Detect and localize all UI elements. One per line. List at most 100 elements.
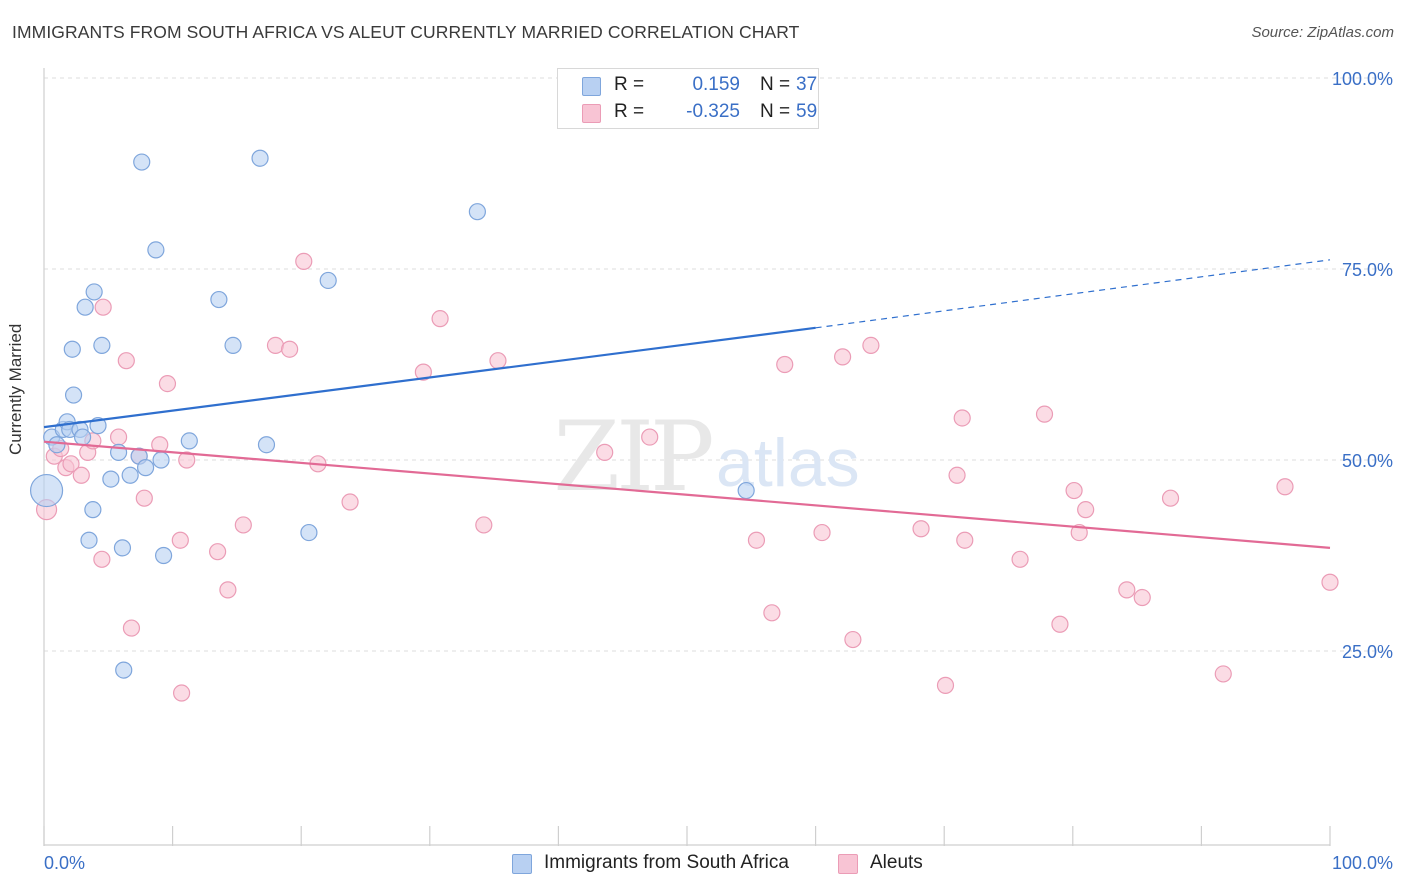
aleuts-point [62,455,80,473]
aleuts-point [596,443,614,461]
aleuts-point [1214,665,1232,683]
legend-n-value: 37 [796,74,818,95]
gridlines [44,77,1394,652]
aleuts-point [209,543,227,561]
aleuts-point [109,428,128,446]
aleuts-point [72,466,90,484]
south-africa-trend-extension [815,259,1331,329]
aleuts-point [117,352,135,370]
legend-swatch-blue [512,854,532,874]
aleuts-point [122,619,141,637]
aleuts-point [844,630,862,649]
aleuts-point [431,310,449,328]
y-tick-label: 75.0% [1342,260,1393,280]
y-tick-label: 50.0% [1342,451,1393,471]
south-africa-point [133,153,151,171]
aleuts-point [1065,481,1083,500]
x-tick-label-max: 100.0% [1332,853,1393,873]
trend-lines [43,259,1331,549]
aleuts-point [834,348,852,366]
aleuts-point [813,523,831,542]
aleuts-point [93,550,111,568]
x-tick-label-min: 0.0% [44,853,85,873]
south-africa-point [76,298,94,316]
south-africa-point [93,336,111,354]
aleuts-point [1161,489,1180,507]
south-africa-point [737,481,755,500]
south-africa-point [147,241,165,259]
axes [43,68,1331,846]
south-africa-point [468,203,486,221]
aleuts-point [135,489,153,507]
aleuts-point [953,409,971,427]
y-tick-label: 100.0% [1332,69,1393,89]
legend-swatch-pink [582,104,601,123]
legend-label-south-africa: Immigrants from South Africa [544,852,789,873]
legend-r-value: -0.325 [686,101,740,122]
aleuts-point [475,516,493,534]
aleuts-point [912,520,930,538]
aleuts-point [219,581,237,599]
watermark-zip: ZIP [553,401,712,513]
aleuts-point [341,493,359,511]
y-axis-label: Currently Married [6,323,25,455]
aleuts-point [1011,550,1029,568]
tick-labels: 25.0% 50.0% 75.0% 100.0% 0.0% 100.0% [44,69,1393,873]
south-africa-point [113,539,132,557]
aleuts-point [281,340,299,358]
aleuts-trend-line [43,440,1331,549]
south-africa-point [152,451,170,469]
y-tick-label: 25.0% [1342,642,1393,662]
correlation-legend: R = 0.159 N = 37 R = -0.325 N = 59 [557,68,819,129]
legend-swatch-pink [838,854,858,874]
south-africa-point [64,386,83,404]
aleuts-point [956,531,974,549]
south-africa-point [180,432,198,450]
aleuts-point [489,352,507,370]
south-africa-point [73,428,92,446]
aleuts-point [414,363,432,381]
aleuts-point [1077,501,1095,519]
aleuts-point [94,298,112,316]
south-africa-point [154,546,173,565]
legend-r-label: R = [614,101,645,122]
legend-n-value: 59 [796,101,818,122]
aleuts-point [158,375,177,393]
aleuts-point [1276,478,1294,496]
south-africa-point [102,470,120,488]
aleuts-point [1133,588,1151,607]
aleuts-point [747,531,766,549]
aleuts-point [173,684,191,702]
south-africa-point [319,271,337,290]
south-africa-point [224,336,242,354]
aleuts-point [1118,581,1136,599]
aleuts-point [1051,615,1069,633]
south-africa-point [63,340,81,358]
aleuts-point [234,516,252,534]
aleuts-point [295,252,313,270]
aleuts-point [1035,405,1054,423]
aleuts-point [763,604,781,622]
south-africa-point [115,661,133,679]
south-africa-point [121,466,139,484]
south-africa-point [257,436,276,454]
aleuts-point [641,428,659,446]
aleuts-point [171,531,189,549]
watermark-atlas: atlas [716,425,860,501]
aleuts-point [862,336,880,354]
aleuts-point [936,676,955,694]
south-africa-point [210,290,228,309]
south-africa-point [84,501,102,519]
south-africa-trend-line [43,326,816,429]
south-africa-point [48,436,66,454]
south-africa-point [80,531,98,549]
south-africa-point [300,523,318,542]
south-africa-point [136,459,155,477]
legend-r-label: R = [614,74,645,95]
south-africa-point [85,283,103,301]
south-africa-point [29,473,64,508]
legend-r-value: 0.159 [692,74,740,95]
aleuts-point [948,466,966,484]
legend-n-label: N = [760,101,791,122]
